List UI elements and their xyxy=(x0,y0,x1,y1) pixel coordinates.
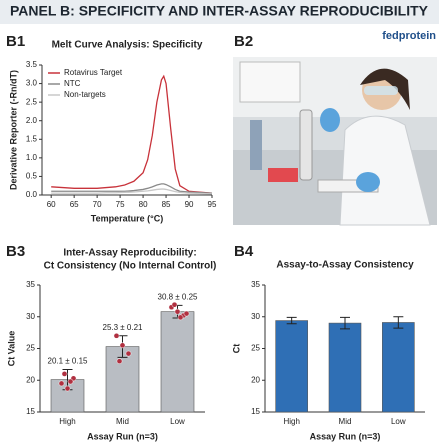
data-point xyxy=(64,385,71,392)
data-point xyxy=(171,301,178,308)
x-tick-label: High xyxy=(59,417,75,426)
y-tick-label: 0.5 xyxy=(26,172,38,181)
data-point xyxy=(177,314,184,321)
x-tick-label: Mid xyxy=(339,417,352,426)
line-series xyxy=(51,183,213,194)
y-tick-label: 3.5 xyxy=(26,60,38,69)
y-tick-label: 25 xyxy=(251,344,260,353)
figure-title: PANEL B: SPECIFICITY AND INTER-ASSAY REP… xyxy=(10,3,429,19)
error-bar xyxy=(340,316,350,330)
x-tick-label: Mid xyxy=(116,417,129,426)
y-tick-label: 35 xyxy=(251,280,260,289)
x-tick-label: 80 xyxy=(139,200,148,209)
chart-title: Melt Curve Analysis: Specificity xyxy=(52,40,203,51)
x-axis-label: Assay Run (n=3) xyxy=(87,431,158,441)
legend-label: Non-targets xyxy=(64,90,106,99)
x-tick-label: 85 xyxy=(162,200,171,209)
header-band xyxy=(0,0,439,24)
x-tick-label: High xyxy=(283,417,299,426)
data-point xyxy=(61,371,68,377)
y-tick-label: 2.5 xyxy=(26,97,38,106)
line-series xyxy=(51,188,213,195)
y-axis-label: Derivative Reporter (-Rn/dT) xyxy=(8,70,18,190)
chart-title: Assay-to-Assay Consistency xyxy=(276,260,414,271)
data-point xyxy=(67,378,74,385)
y-axis-label: Ct xyxy=(231,344,241,354)
x-axis-label: Assay Run (n=3) xyxy=(310,431,381,441)
line-series xyxy=(51,74,213,194)
data-point xyxy=(183,310,190,317)
bar xyxy=(160,311,195,413)
y-tick-label: 1.5 xyxy=(26,134,38,143)
data-point xyxy=(174,308,181,315)
x-tick-label: Low xyxy=(170,417,185,426)
y-tick-label: 0.0 xyxy=(26,190,38,199)
bar xyxy=(382,322,415,413)
y-tick-label: 15 xyxy=(251,407,260,416)
panel-label: B2 xyxy=(234,33,253,50)
bar xyxy=(275,320,308,413)
y-tick-label: 15 xyxy=(26,407,35,416)
legend-label: NTC xyxy=(64,79,81,88)
logo: fedprotein xyxy=(382,30,436,42)
error-bar xyxy=(393,316,404,329)
x-tick-label: 75 xyxy=(116,200,125,209)
y-tick-label: 20 xyxy=(251,375,260,384)
chart-title: Inter-Assay Reproducibility: xyxy=(63,248,196,259)
y-tick-label: 30 xyxy=(26,312,35,321)
data-point xyxy=(113,332,120,339)
y-tick-label: 3.0 xyxy=(26,79,38,88)
y-tick-label: 1.0 xyxy=(26,153,38,162)
photo xyxy=(233,57,437,226)
bar xyxy=(328,322,362,413)
x-tick-label: 60 xyxy=(47,200,56,209)
legend-label: Rotavirus Target xyxy=(64,68,123,77)
y-tick-label: 30 xyxy=(251,312,260,321)
data-point xyxy=(116,358,123,365)
x-tick-label: 65 xyxy=(70,200,79,209)
y-tick-label: 35 xyxy=(26,280,35,289)
y-tick-label: 20 xyxy=(26,375,35,384)
panel-label: B1 xyxy=(6,33,25,50)
error-bar xyxy=(286,316,297,325)
x-tick-label: 90 xyxy=(185,200,194,209)
data-point xyxy=(58,380,65,387)
y-tick-label: 25 xyxy=(26,344,35,353)
y-tick-label: 2.0 xyxy=(26,116,38,125)
x-tick-label: 95 xyxy=(208,200,217,209)
y-axis-label: Ct Value xyxy=(6,331,16,367)
x-tick-label: Low xyxy=(391,417,406,426)
value-label: 25.3 ± 0.21 xyxy=(103,323,144,332)
x-axis-label: Temperature (°C) xyxy=(91,213,163,223)
data-point xyxy=(119,342,126,349)
panel-label: B3 xyxy=(6,243,25,260)
chart-subtitle: Ct Consistency (No Internal Control) xyxy=(44,261,217,272)
panel-label: B4 xyxy=(234,243,254,260)
value-label: 30.8 ± 0.25 xyxy=(158,292,199,301)
data-point xyxy=(125,350,132,357)
value-label: 20.1 ± 0.15 xyxy=(48,357,89,366)
x-tick-label: 70 xyxy=(93,200,102,209)
